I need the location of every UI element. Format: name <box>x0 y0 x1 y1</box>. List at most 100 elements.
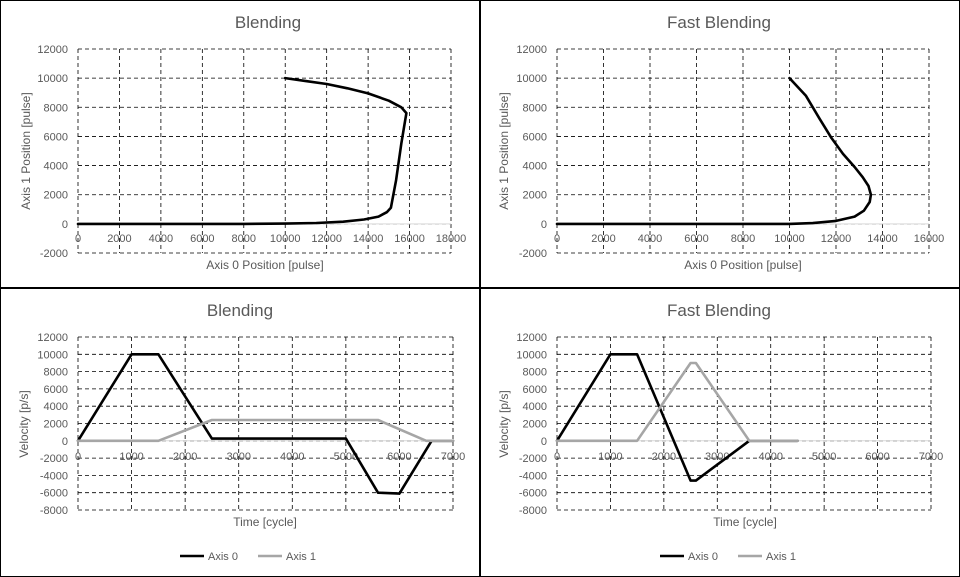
legend: Axis 0 Axis 1 <box>660 551 796 563</box>
chart-title: Blending <box>235 13 301 32</box>
y-tick-label: 8000 <box>44 102 68 114</box>
y-tick-label: 8000 <box>523 102 547 114</box>
y-tick-label: -6000 <box>519 488 547 500</box>
y-tick-label: 2000 <box>44 190 68 202</box>
x-tick-label: 7000 <box>441 451 465 463</box>
legend-label: Axis 1 <box>766 551 796 563</box>
y-tick-label: 10000 <box>516 349 547 361</box>
x-tick-label: 4000 <box>280 451 304 463</box>
y-tick-label: -8000 <box>519 505 547 517</box>
y-tick-label: 2000 <box>523 190 547 202</box>
series-line-path <box>555 76 873 226</box>
x-tick-label: 7000 <box>919 451 943 463</box>
x-tick-label: 5000 <box>334 451 358 463</box>
panel-border-4 <box>480 288 960 577</box>
chart-title: Blending <box>207 301 273 320</box>
x-tick-label: 0 <box>554 451 560 463</box>
x-tick-label: 6000 <box>190 233 214 245</box>
y-tick-label: -6000 <box>40 488 68 500</box>
legend-label: Axis 0 <box>208 551 238 563</box>
y-tick-label: 10000 <box>37 73 68 85</box>
x-axis-label: Axis 0 Position [pulse] <box>206 258 323 272</box>
y-axis-label: Velocity [p/s] <box>17 390 31 457</box>
legend-label: Axis 0 <box>688 551 718 563</box>
y-tick-label: 0 <box>541 219 547 231</box>
y-tick-label: -2000 <box>519 453 547 465</box>
y-tick-label: 4000 <box>523 401 547 413</box>
y-tick-label: -4000 <box>519 470 547 482</box>
x-tick-label: 5000 <box>812 451 836 463</box>
y-tick-label: 8000 <box>44 367 68 379</box>
y-tick-label: 2000 <box>523 419 547 431</box>
y-axis-label: Axis 1 Position [pulse] <box>497 92 511 209</box>
series-line-axis-1 <box>76 418 455 443</box>
y-tick-label: 4000 <box>44 401 68 413</box>
legend-label: Axis 1 <box>286 551 316 563</box>
x-tick-label: 2000 <box>173 451 197 463</box>
y-tick-label: 6000 <box>44 384 68 396</box>
x-tick-label: 16000 <box>914 233 945 245</box>
x-tick-label: 14000 <box>353 233 384 245</box>
x-tick-label: 0 <box>75 451 81 463</box>
panel-border-1 <box>0 0 480 288</box>
y-tick-label: -2000 <box>40 453 68 465</box>
y-tick-label: 2000 <box>44 419 68 431</box>
y-tick-label: 12000 <box>37 332 68 344</box>
y-tick-label: 0 <box>541 436 547 448</box>
y-tick-label: 8000 <box>523 367 547 379</box>
x-tick-label: 4000 <box>638 233 662 245</box>
series-line-axis-1 <box>555 361 799 443</box>
panel-border-3 <box>0 288 480 577</box>
x-tick-label: 14000 <box>867 233 898 245</box>
x-tick-label: 6000 <box>387 451 411 463</box>
chart-3: Blending -8000 -6000 -4000 -2000 0 2000 4000 600… <box>17 301 465 563</box>
x-tick-label: 4000 <box>149 233 173 245</box>
y-tick-label: -8000 <box>40 505 68 517</box>
y-tick-label: 6000 <box>44 131 68 143</box>
x-axis-label: Axis 0 Position [pulse] <box>684 258 801 272</box>
panel-border-2 <box>480 0 960 288</box>
x-axis-label: Time [cycle] <box>713 515 777 529</box>
y-tick-label: 4000 <box>44 161 68 173</box>
x-tick-label: 1000 <box>598 451 622 463</box>
x-tick-label: 2000 <box>591 233 615 245</box>
x-tick-label: 16000 <box>394 233 425 245</box>
x-tick-label: 6000 <box>684 233 708 245</box>
y-axis-label: Velocity [p/s] <box>497 390 511 457</box>
x-tick-label: 3000 <box>226 451 250 463</box>
y-tick-label: 6000 <box>523 384 547 396</box>
y-tick-label: -2000 <box>40 248 68 260</box>
y-tick-label: -4000 <box>40 470 68 482</box>
x-tick-label: 10000 <box>270 233 301 245</box>
x-tick-label: 0 <box>554 233 560 245</box>
x-tick-label: 2000 <box>652 451 676 463</box>
y-tick-label: 12000 <box>516 332 547 344</box>
y-tick-label: 0 <box>62 219 68 231</box>
y-tick-label: 0 <box>62 436 68 448</box>
x-tick-label: 0 <box>75 233 81 245</box>
y-tick-label: 10000 <box>516 73 547 85</box>
chart-2: Fast Blending -2000 0 2000 4000 6000 8000 10000… <box>497 13 944 272</box>
chart-title: Fast Blending <box>667 301 771 320</box>
chart-1: Blending -2000 0 2000 4000 6000 8000 10000 12000… <box>19 13 466 272</box>
series-line-axis-0 <box>76 353 455 495</box>
legend: Axis 0 Axis 1 <box>180 551 316 563</box>
x-tick-label: 2000 <box>107 233 131 245</box>
y-tick-label: 6000 <box>523 131 547 143</box>
x-axis-label: Time [cycle] <box>233 515 297 529</box>
y-tick-label: 4000 <box>523 161 547 173</box>
x-tick-label: 10000 <box>774 233 805 245</box>
y-tick-label: -2000 <box>519 248 547 260</box>
x-tick-label: 8000 <box>731 233 755 245</box>
y-tick-label: 10000 <box>37 349 68 361</box>
chart-4: Fast Blending -8000 -6000 -4000 -2000 0 2000 40… <box>497 301 943 563</box>
x-tick-label: 18000 <box>436 233 467 245</box>
x-tick-label: 12000 <box>311 233 342 245</box>
x-tick-label: 4000 <box>758 451 782 463</box>
y-tick-label: 12000 <box>37 44 68 56</box>
y-tick-label: 12000 <box>516 44 547 56</box>
x-tick-label: 12000 <box>821 233 852 245</box>
x-tick-label: 8000 <box>232 233 256 245</box>
